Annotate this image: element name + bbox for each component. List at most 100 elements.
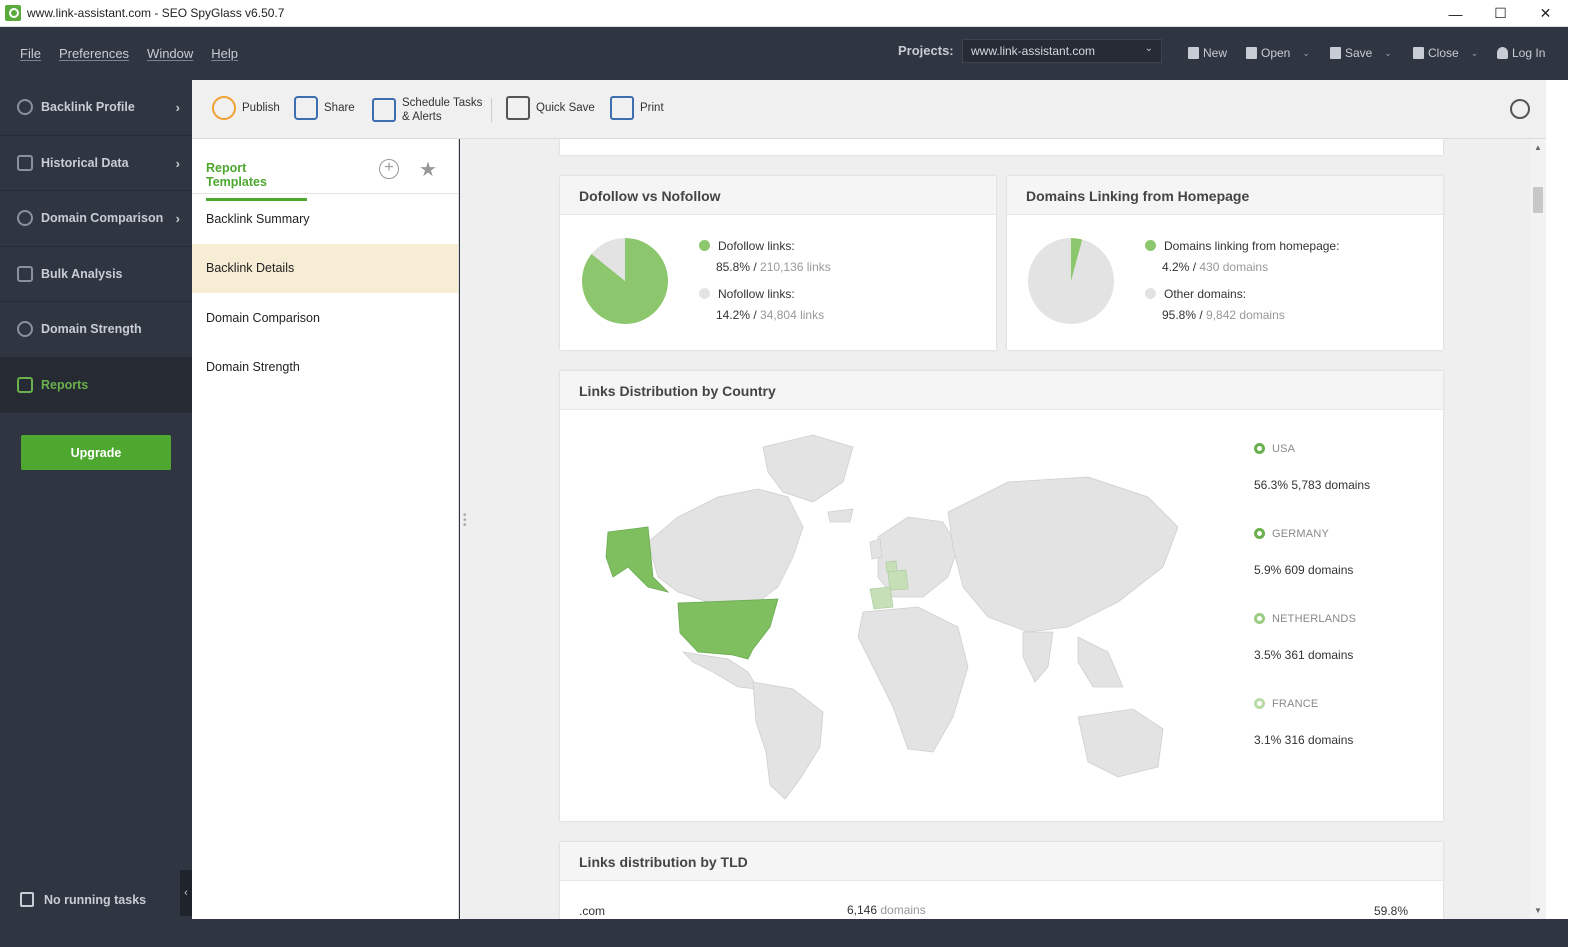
- sidebar-item-label: Domain Comparison: [41, 211, 164, 226]
- vertical-scrollbar[interactable]: ▲ ▼: [1530, 139, 1546, 919]
- country-france: FRANCE 3.1% 316 domains: [1254, 698, 1353, 747]
- project-select-value: www.link-assistant.com: [971, 44, 1096, 58]
- homepage-card-title: Domains Linking from Homepage: [1007, 176, 1443, 215]
- map-mexico: [681, 651, 759, 690]
- template-domain-strength[interactable]: Domain Strength: [206, 360, 300, 375]
- tasks-label: No running tasks: [44, 892, 147, 907]
- close-project-button[interactable]: Close ⌄: [1413, 46, 1478, 60]
- window-edge: [1568, 0, 1580, 947]
- report-templates-panel: Report Templates + ★ Backlink Summary Ba…: [192, 139, 459, 919]
- map-usa: [677, 598, 779, 660]
- globe-icon[interactable]: [1510, 99, 1530, 119]
- scrollbar-thumb[interactable]: [1533, 187, 1543, 213]
- legend-dot: [1145, 288, 1156, 299]
- legend-label: Other domains:: [1164, 287, 1247, 301]
- new-button[interactable]: New: [1188, 46, 1227, 60]
- country-marker-icon: [1254, 613, 1265, 624]
- close-window-button[interactable]: ✕: [1539, 5, 1552, 21]
- report-preview[interactable]: • • • Dofollow vs Nofollow Dofollow links:…: [460, 139, 1530, 919]
- schedule-label-line2: & Alerts: [402, 111, 442, 123]
- legend-detail: 210,136 links: [760, 260, 831, 274]
- running-tasks-status[interactable]: No running tasks: [20, 892, 146, 907]
- sidebar-item-label: Bulk Analysis: [41, 266, 123, 281]
- tld-count-value: 6,146: [847, 903, 878, 917]
- sidebar-item-domain-strength[interactable]: Domain Strength: [0, 302, 192, 358]
- sidebar-item-label: Reports: [41, 377, 89, 392]
- open-button[interactable]: Open ⌄: [1246, 46, 1310, 60]
- chevron-right-icon: ›: [175, 100, 180, 115]
- sidebar-item-domain-comparison[interactable]: Domain Comparison ›: [0, 191, 192, 247]
- add-template-icon[interactable]: +: [379, 159, 399, 179]
- dofollow-pie-chart: [582, 238, 668, 324]
- quick-save-button[interactable]: Quick Save: [506, 96, 595, 120]
- tab-report-templates[interactable]: Report Templates: [206, 161, 307, 201]
- schedule-label: Schedule Tasks & Alerts: [402, 96, 482, 124]
- legend-pct: 14.2%: [716, 308, 751, 322]
- menu-window[interactable]: Window: [147, 46, 194, 61]
- chevron-down-icon[interactable]: ⌄: [1302, 47, 1310, 58]
- print-button[interactable]: Print: [610, 96, 664, 120]
- maximize-button[interactable]: ☐: [1494, 5, 1507, 21]
- chevron-down-icon[interactable]: ⌄: [1470, 47, 1479, 58]
- tld-card: Links distribution by TLD .com 6,146 dom…: [560, 842, 1443, 919]
- report-toolbar: Publish Share Schedule Tasks & Alerts Qui…: [192, 80, 1546, 139]
- resize-grip-icon[interactable]: • • •: [463, 510, 467, 531]
- legend-dot: [699, 240, 710, 251]
- country-value: 3.1% 316 domains: [1254, 733, 1354, 747]
- tld-count: 6,146 domains: [847, 903, 926, 917]
- legend-nofollow: Nofollow links:: [699, 287, 795, 301]
- template-domain-comparison[interactable]: Domain Comparison: [206, 310, 320, 325]
- star-icon[interactable]: ★: [419, 159, 437, 181]
- upgrade-button[interactable]: Upgrade: [21, 435, 171, 470]
- report-icon: [17, 376, 33, 393]
- gauge-icon: [17, 321, 33, 338]
- map-france: [869, 586, 894, 610]
- printer-icon: [610, 96, 634, 120]
- template-backlink-summary[interactable]: Backlink Summary: [206, 211, 310, 226]
- sidebar-item-historical-data[interactable]: Historical Data ›: [0, 136, 192, 191]
- close-label: Close: [1428, 46, 1459, 60]
- schedule-label-line1: Schedule Tasks: [402, 97, 483, 109]
- share-button[interactable]: Share: [294, 96, 355, 120]
- schedule-tasks-button[interactable]: Schedule Tasks & Alerts: [372, 96, 482, 124]
- minimize-button[interactable]: —: [1448, 5, 1463, 22]
- legend-sep: /: [750, 308, 761, 322]
- sidebar-item-reports[interactable]: Reports: [0, 357, 192, 413]
- map-iceland: [827, 508, 854, 523]
- menu-help[interactable]: Help: [211, 46, 239, 61]
- country-value: 3.5% 361 domains: [1254, 648, 1354, 662]
- legend-sep: /: [1196, 308, 1207, 322]
- chevron-down-icon[interactable]: ⌄: [1384, 47, 1392, 58]
- share-icon: [294, 96, 318, 120]
- bubbles-icon: [17, 210, 33, 227]
- map-africa: [857, 606, 969, 753]
- calendar-alert-icon: [372, 98, 396, 122]
- country-marker-icon: [1254, 443, 1265, 454]
- close-box-icon: [1413, 47, 1424, 59]
- login-button[interactable]: Log In: [1497, 46, 1545, 60]
- scroll-up-icon[interactable]: ▲: [1534, 143, 1542, 152]
- scroll-down-icon[interactable]: ▼: [1534, 906, 1542, 915]
- tasks-icon: [20, 892, 34, 907]
- publish-button[interactable]: Publish: [212, 96, 280, 120]
- map-alaska: [605, 526, 670, 593]
- sidebar-item-bulk-analysis[interactable]: Bulk Analysis: [0, 247, 192, 302]
- menu-file[interactable]: File: [20, 46, 41, 61]
- country-value: 56.3% 5,783 domains: [1254, 478, 1371, 492]
- project-select[interactable]: www.link-assistant.com ⌄: [962, 39, 1162, 63]
- map-india: [1022, 631, 1054, 683]
- save-button[interactable]: Save ⌄: [1330, 46, 1392, 60]
- template-backlink-details[interactable]: Backlink Details: [192, 243, 458, 293]
- sidebar-item-backlink-profile[interactable]: Backlink Profile ›: [0, 80, 192, 136]
- sidebar-item-label: Backlink Profile: [41, 100, 135, 115]
- save-label: Save: [1345, 46, 1373, 60]
- map-uk: [869, 538, 883, 560]
- templates-header: Report Templates + ★: [192, 139, 458, 201]
- menu-preferences[interactable]: Preferences: [58, 46, 130, 61]
- publish-label: Publish: [242, 102, 280, 114]
- tld-pct: 59.8%: [1374, 904, 1409, 918]
- legend-dofollow: Dofollow links:: [699, 239, 795, 253]
- country-value: 5.9% 609 domains: [1254, 563, 1354, 577]
- chevron-down-icon: ⌄: [1144, 43, 1153, 54]
- collapse-sidebar-button[interactable]: ‹: [180, 870, 192, 916]
